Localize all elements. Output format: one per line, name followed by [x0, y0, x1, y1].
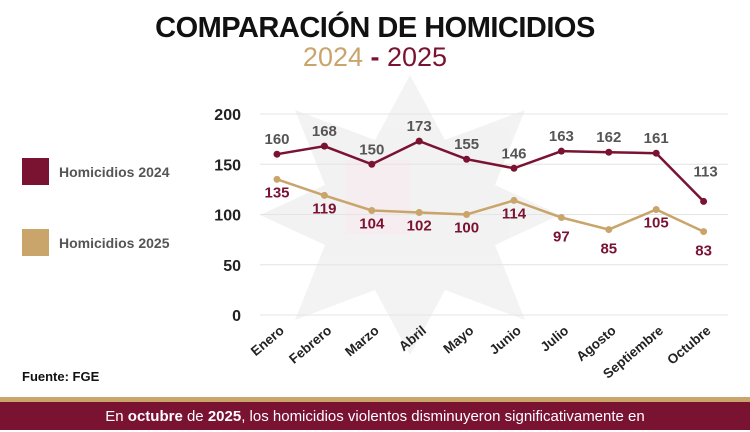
data-point — [652, 149, 660, 157]
footer-banner: En octubre de 2025, los homicidios viole… — [0, 402, 750, 430]
legend-swatch-2025 — [22, 229, 49, 256]
chart-title: COMPARACIÓN DE HOMICIDIOS — [155, 12, 595, 44]
data-point — [463, 155, 471, 163]
x-tick-label: Octubre — [664, 322, 714, 367]
data-label: 162 — [596, 129, 621, 146]
data-point — [320, 142, 328, 150]
data-point — [700, 228, 708, 236]
x-tick-label: Mayo — [440, 323, 476, 357]
data-point — [605, 226, 613, 234]
footer-bold-year: 2025 — [207, 408, 242, 425]
data-labels: 160 168 150 173 155 146 163 162 161 113 135 119 104 1… — [264, 118, 717, 259]
data-label: 160 — [264, 131, 289, 148]
subtitle-year-2024: 2024 — [302, 42, 363, 72]
data-label: 135 — [264, 184, 289, 201]
data-label: 83 — [695, 243, 712, 260]
data-label: 150 — [359, 141, 384, 158]
x-tick-label: Enero — [248, 323, 287, 359]
subtitle-year-2025: 2025 — [387, 42, 448, 72]
data-label: 155 — [454, 136, 479, 153]
data-point — [320, 191, 328, 199]
data-point — [273, 150, 281, 158]
y-tick-label: 100 — [214, 208, 241, 225]
data-label: 168 — [312, 123, 337, 140]
data-label: 105 — [644, 214, 669, 231]
data-point — [510, 164, 518, 172]
data-label: 146 — [501, 145, 526, 162]
data-point — [368, 206, 376, 214]
y-tick-label: 50 — [223, 258, 241, 275]
data-label: 113 — [693, 163, 717, 180]
data-point — [605, 148, 613, 156]
y-axis-ticks: 0 50 100 150 200 — [214, 107, 241, 325]
data-point — [557, 214, 565, 222]
footer-divider — [0, 397, 750, 402]
y-tick-label: 0 — [232, 308, 241, 325]
data-point — [415, 137, 423, 145]
series-lines — [273, 137, 708, 236]
data-point — [463, 211, 471, 218]
data-label: 163 — [549, 128, 574, 145]
x-tick-label: Julio — [538, 323, 572, 355]
data-point — [652, 205, 660, 213]
series-line-2024 — [276, 139, 705, 203]
data-point — [368, 160, 376, 168]
legend-label-2024: Homicidios 2024 — [59, 163, 170, 180]
source-note: Fuente: FGE — [22, 369, 100, 384]
footer-text: , los homicidios violentos disminuyeron … — [241, 408, 645, 425]
data-label: 102 — [407, 217, 432, 234]
y-tick-label: 150 — [214, 157, 241, 174]
x-tick-label: Agosto — [573, 323, 618, 364]
data-point — [510, 196, 518, 204]
data-point — [273, 175, 281, 183]
x-axis-ticks: Enero Febrero Marzo Abril Mayo Junio Julio Agos… — [248, 322, 714, 381]
legend-item-2024: Homicidios 2024 — [22, 158, 170, 185]
data-label: 100 — [454, 220, 479, 237]
data-point — [700, 197, 708, 205]
legend-swatch-2024 — [22, 158, 49, 185]
x-tick-label: Junio — [487, 323, 524, 358]
data-label: 114 — [502, 205, 527, 222]
legend-item-2025: Homicidios 2025 — [22, 229, 170, 256]
data-label: 119 — [312, 200, 336, 217]
data-label: 161 — [644, 130, 669, 147]
data-point — [415, 208, 423, 216]
x-tick-label: Marzo — [342, 323, 382, 360]
data-point — [557, 147, 565, 155]
x-tick-label: Febrero — [286, 323, 334, 367]
footer-text: En — [105, 408, 128, 425]
data-label: 85 — [600, 241, 617, 258]
legend-label-2025: Homicidios 2025 — [59, 234, 170, 251]
footer-text: de — [182, 408, 208, 425]
data-label: 97 — [553, 229, 570, 246]
chart-subtitle: 2024 - 2025 — [0, 42, 750, 73]
subtitle-separator: - — [363, 42, 387, 72]
series-line-2025 — [276, 178, 705, 233]
y-tick-label: 200 — [214, 107, 241, 124]
data-label: 104 — [359, 215, 385, 232]
footer-bold-month: octubre — [127, 408, 183, 425]
data-label: 173 — [407, 118, 432, 135]
